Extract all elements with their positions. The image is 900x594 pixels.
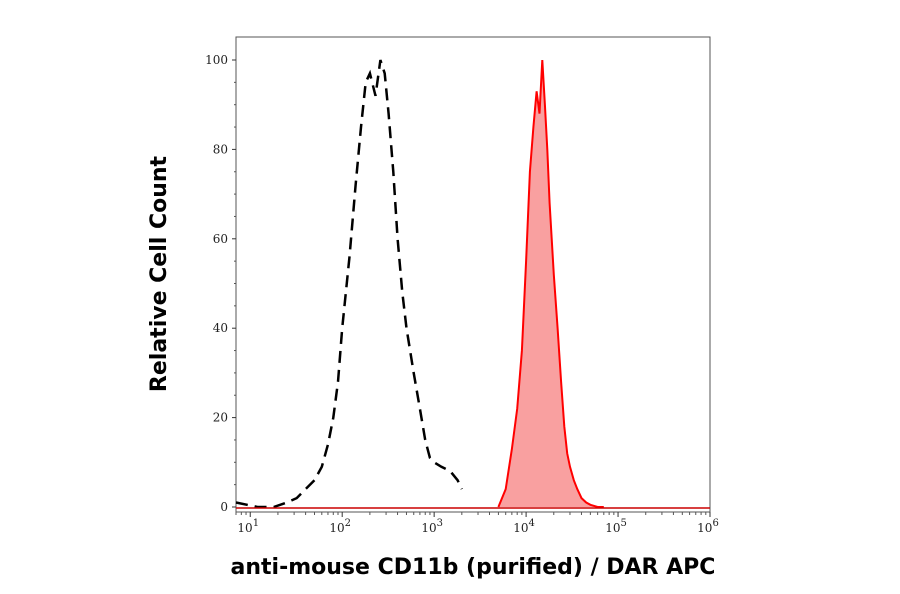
series-1-line [497,59,604,508]
x-tick-label-100000: 105 [605,518,627,535]
y-tick-label-20: 20 [213,411,228,425]
series-layer [235,59,710,509]
y-axis-title: Relative Cell Count [147,155,172,392]
x-axis-ticks: 101 102 103 104 105 106 [235,512,719,535]
plot-area: 0 20 40 60 80 100 101 102 103 104 105 106 [205,36,719,535]
y-tick-label-60: 60 [213,232,228,246]
y-tick-label-0: 0 [220,500,228,514]
y-tick-label-80: 80 [213,142,228,156]
x-tick-label-1000000: 106 [697,518,719,535]
plot-frame [235,36,711,513]
x-axis-title: anti-mouse CD11b (purified) / DAR APC [231,555,716,580]
series-1-area [498,60,604,507]
x-tick-label-10000: 104 [513,518,535,535]
y-axis-ticks: 0 20 40 60 80 100 [205,53,236,514]
x-tick-label-100: 102 [329,518,351,535]
x-tick-label-10: 101 [237,518,259,535]
series-0-line [235,59,463,509]
y-tick-label-100: 100 [205,53,228,67]
x-tick-label-1000: 103 [421,518,443,535]
y-tick-label-40: 40 [213,321,228,335]
